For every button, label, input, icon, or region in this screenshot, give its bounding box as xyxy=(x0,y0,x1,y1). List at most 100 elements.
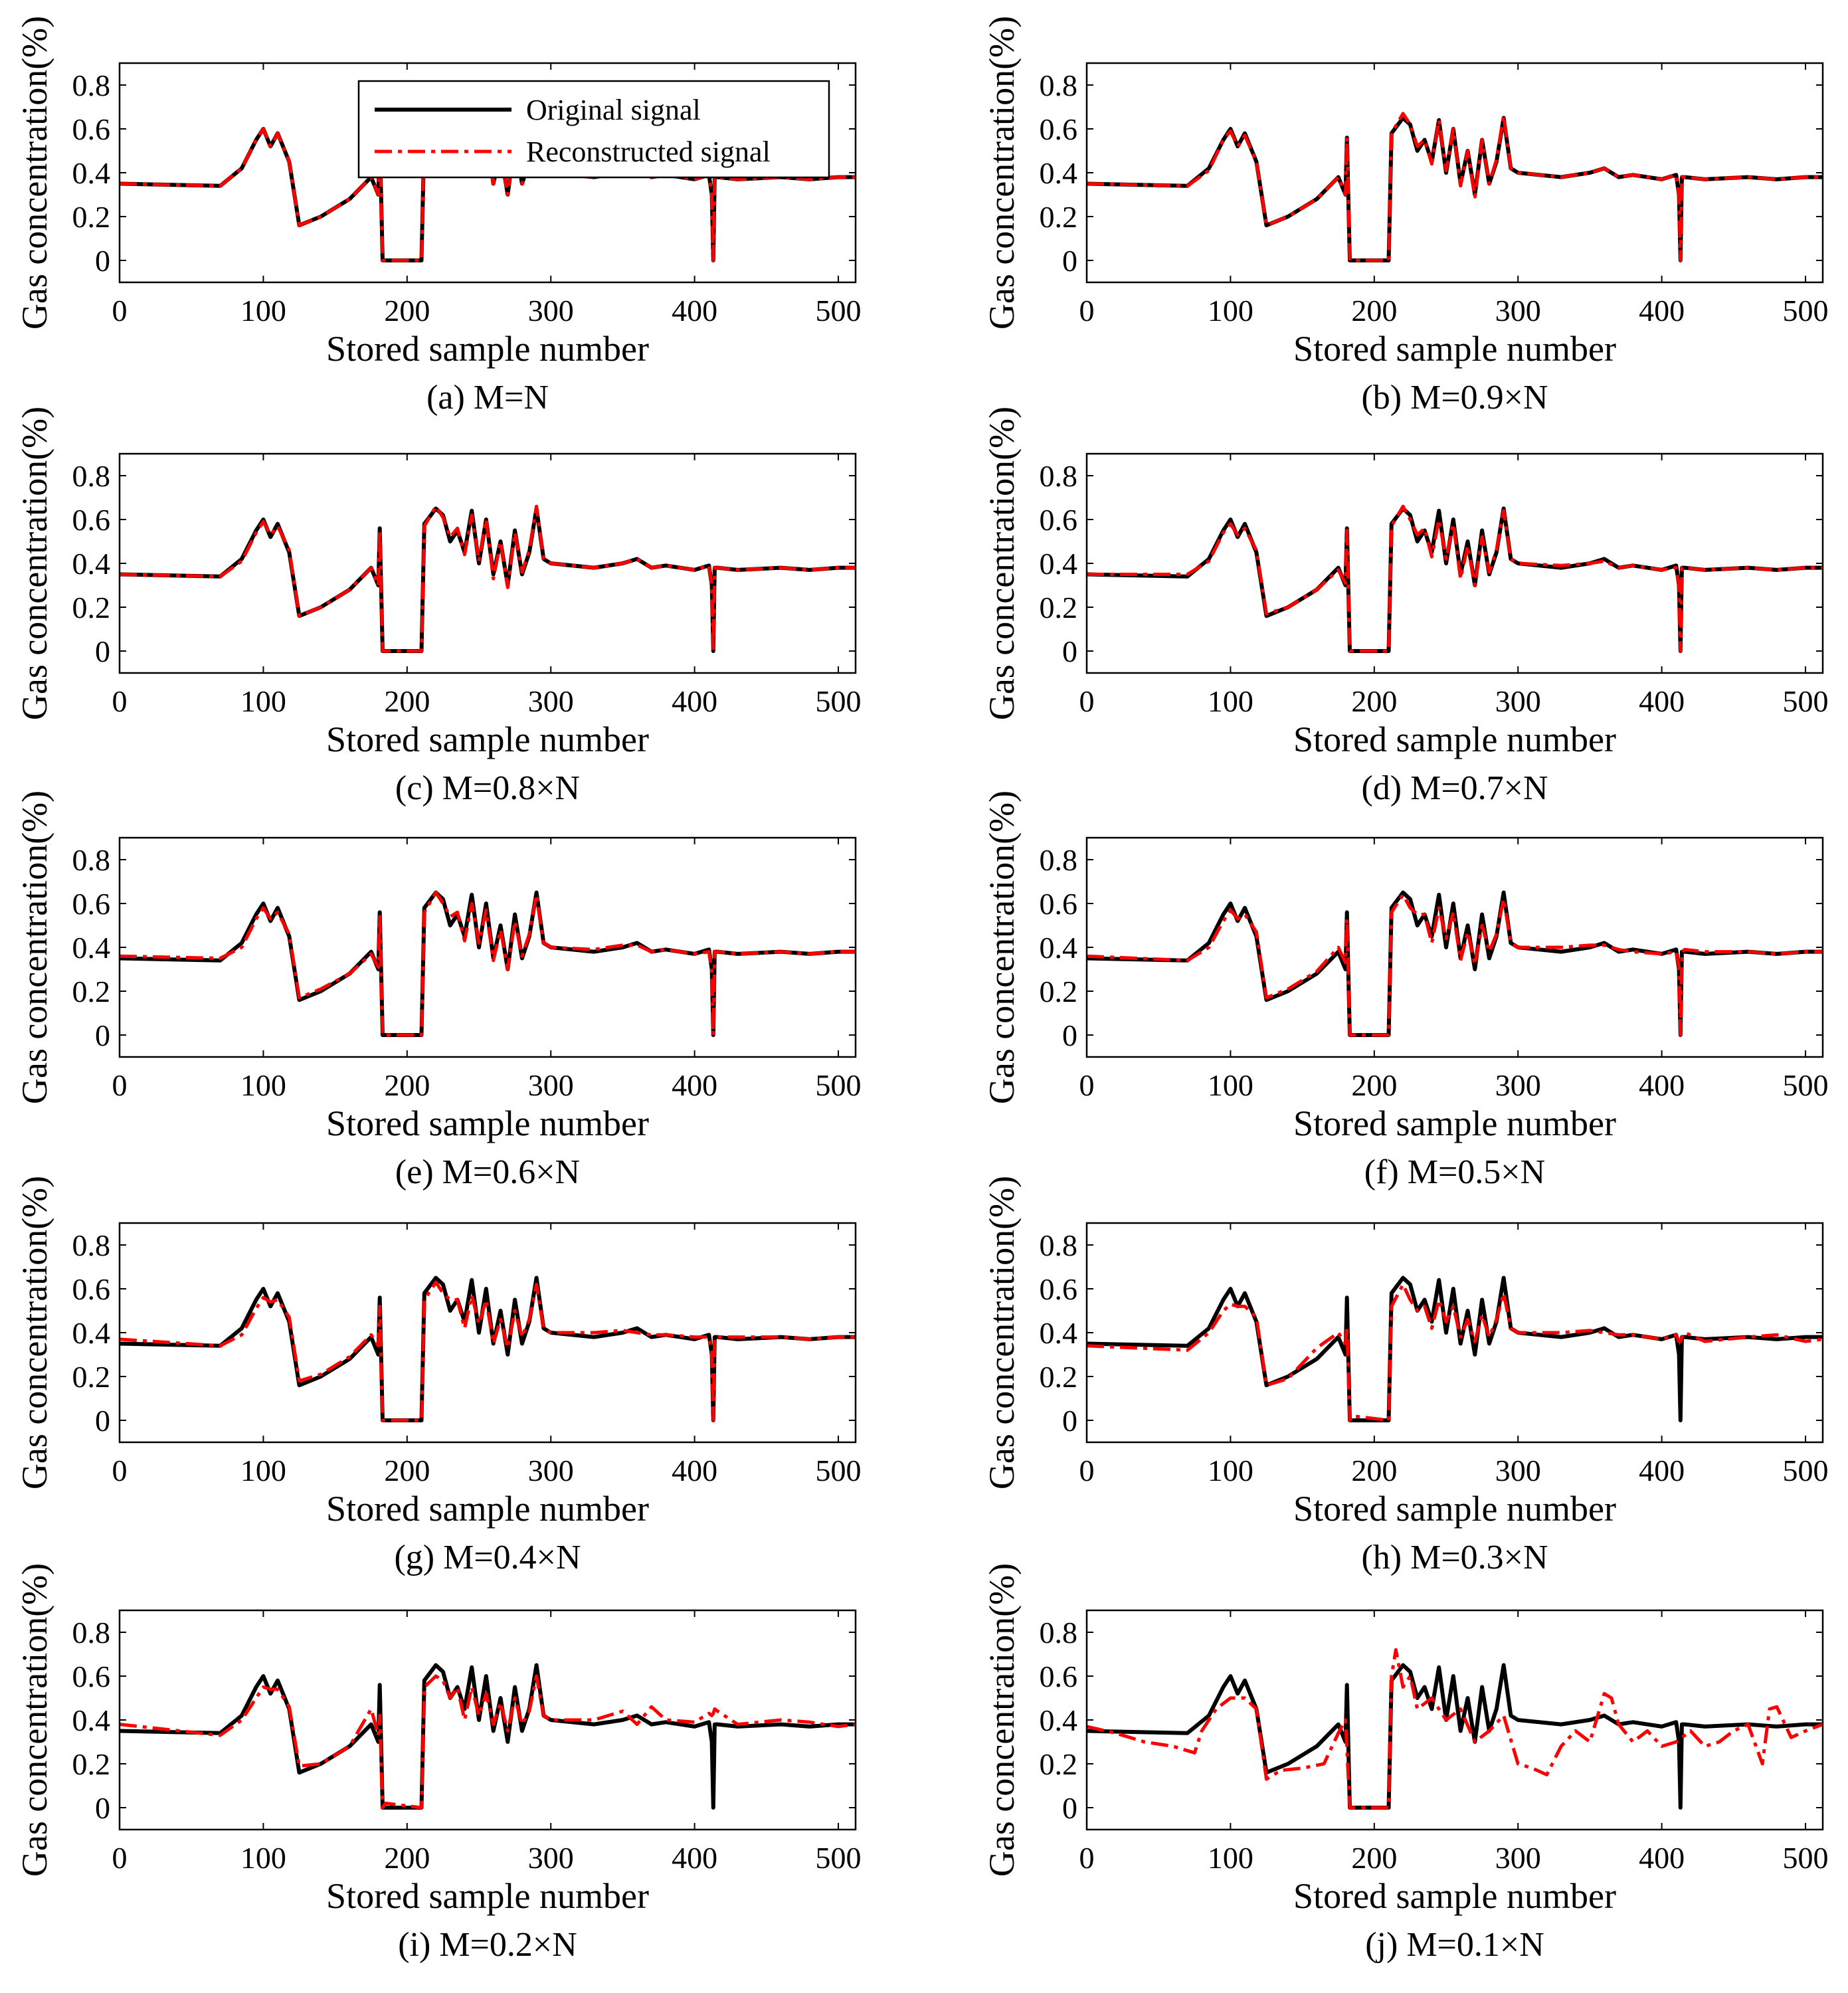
y-tick-label: 0.6 xyxy=(1040,503,1078,537)
original-signal-line xyxy=(120,890,856,1037)
panel-caption: (d) M=0.7×N xyxy=(1361,769,1548,807)
x-tick-label: 0 xyxy=(112,1068,128,1102)
x-tick-label: 400 xyxy=(1639,294,1685,328)
reconstructed-signal-line xyxy=(120,1674,856,1810)
legend: Original signal Reconstructed signal xyxy=(357,80,830,179)
x-tick-label: 200 xyxy=(1351,1454,1397,1487)
panel-caption: (e) M=0.6×N xyxy=(395,1153,580,1191)
x-tick-label: 100 xyxy=(240,294,286,328)
y-tick-label: 0.4 xyxy=(72,156,111,190)
y-tick-label: 0.6 xyxy=(72,1660,111,1693)
y-tick-label: 0 xyxy=(95,244,110,278)
x-tick-label: 100 xyxy=(1208,1454,1253,1487)
series-group xyxy=(1087,1648,1823,1810)
panel-caption: (h) M=0.3×N xyxy=(1361,1539,1548,1576)
x-axis-label: Stored sample number xyxy=(326,1876,649,1916)
panel: 0 100 200 300 400 500 0 0.2 0.4 0.6 0.8 Stored samp… xyxy=(15,1176,862,1576)
panel-caption: (a) M=N xyxy=(426,379,549,417)
original-signal-line xyxy=(120,1276,856,1422)
y-tick-label: 0.6 xyxy=(72,887,111,921)
axes-frame xyxy=(1085,1609,1824,1831)
axes-frame xyxy=(118,62,857,284)
y-tick-label: 0.6 xyxy=(1040,112,1078,146)
x-tick-label: 200 xyxy=(384,1454,430,1487)
reconstructed-signal-line xyxy=(120,504,856,653)
x-tick-label: 300 xyxy=(528,684,574,718)
axes-frame xyxy=(118,1222,857,1444)
x-tick-label: 400 xyxy=(1639,1068,1685,1102)
y-tick-label: 0.2 xyxy=(72,200,111,234)
y-tick-label: 0.8 xyxy=(72,68,111,102)
series-group xyxy=(1087,504,1823,653)
x-tick-label: 400 xyxy=(672,1841,717,1875)
y-tick-label: 0.4 xyxy=(72,931,111,965)
x-tick-label: 200 xyxy=(1351,294,1397,328)
x-tick-label: 500 xyxy=(1783,684,1829,718)
y-tick-label: 0.6 xyxy=(1040,1272,1078,1306)
original-signal-line xyxy=(1087,1276,1823,1422)
y-tick-label: 0 xyxy=(1062,1791,1077,1825)
y-tick-label: 0 xyxy=(95,1791,110,1825)
panel: 0 100 200 300 400 500 0 0.2 0.4 0.6 0.8 Stored samp… xyxy=(15,407,862,807)
y-tick-label: 0.8 xyxy=(1040,1616,1078,1650)
y-tick-label: 0.2 xyxy=(1040,200,1078,234)
y-tick-label: 0.2 xyxy=(1040,591,1078,624)
y-tick-label: 0.8 xyxy=(1040,843,1078,877)
legend-reconstructed-label: Reconstructed signal xyxy=(526,136,771,168)
x-tick-label: 400 xyxy=(672,294,717,328)
series-group xyxy=(120,890,856,1037)
panels: 0 100 200 300 400 500 0 0.2 0.4 0.6 0.8 Stored samp… xyxy=(15,16,1829,1964)
reconstructed-signal-line xyxy=(1087,504,1823,653)
panel: 0 100 200 300 400 500 0 0.2 0.4 0.6 0.8 Stored samp… xyxy=(15,16,862,417)
series-group xyxy=(120,1663,856,1810)
x-tick-label: 100 xyxy=(240,1068,286,1102)
x-tick-label: 0 xyxy=(112,684,128,718)
x-tick-label: 0 xyxy=(1079,1841,1095,1875)
y-tick-label: 0 xyxy=(95,634,110,668)
x-tick-label: 400 xyxy=(672,1454,717,1487)
y-tick-label: 0.4 xyxy=(72,547,111,581)
x-tick-label: 500 xyxy=(816,1841,862,1875)
x-tick-label: 300 xyxy=(528,1068,574,1102)
y-tick-label: 0.8 xyxy=(1040,68,1078,102)
x-tick-label: 100 xyxy=(1208,1841,1253,1875)
x-tick-label: 300 xyxy=(1495,1454,1541,1487)
panel-caption: (g) M=0.4×N xyxy=(394,1539,581,1576)
reconstructed-signal-line xyxy=(120,1280,856,1422)
original-signal-line xyxy=(1087,890,1823,1037)
x-tick-label: 200 xyxy=(384,1068,430,1102)
y-tick-label: 0.2 xyxy=(1040,975,1078,1008)
x-tick-label: 300 xyxy=(1495,684,1541,718)
y-tick-label: 0.4 xyxy=(1040,1703,1078,1737)
y-tick-label: 0 xyxy=(95,1018,110,1052)
x-tick-label: 500 xyxy=(1783,294,1829,328)
y-tick-label: 0 xyxy=(1062,634,1077,668)
axes-frame xyxy=(1085,452,1824,674)
panel-caption: (c) M=0.8×N xyxy=(395,769,580,807)
y-tick-label: 0.2 xyxy=(72,591,111,624)
panel-caption: (b) M=0.9×N xyxy=(1361,379,1548,417)
y-axis-label: Gas concentration(%) xyxy=(15,791,54,1104)
y-axis-label: Gas concentration(%) xyxy=(15,1176,54,1489)
y-tick-label: 0.4 xyxy=(1040,1316,1078,1350)
axes-frame xyxy=(1085,836,1824,1058)
x-tick-label: 300 xyxy=(1495,294,1541,328)
axes-frame xyxy=(118,1609,857,1831)
y-axis-label: Gas concentration(%) xyxy=(15,407,54,720)
y-tick-label: 0.2 xyxy=(1040,1360,1078,1394)
y-tick-label: 0 xyxy=(1062,1018,1077,1052)
panel: 0 100 200 300 400 500 0 0.2 0.4 0.6 0.8 Stored samp… xyxy=(15,1563,862,1964)
x-tick-label: 0 xyxy=(1079,294,1095,328)
y-tick-label: 0.6 xyxy=(72,112,111,146)
x-axis-label: Stored sample number xyxy=(1293,1876,1616,1916)
x-tick-label: 100 xyxy=(240,1454,286,1487)
y-axis-label: Gas concentration(%) xyxy=(982,1176,1022,1489)
panel-caption: (f) M=0.5×N xyxy=(1364,1153,1545,1191)
series-group xyxy=(120,504,856,653)
x-tick-label: 400 xyxy=(1639,684,1685,718)
y-tick-label: 0.8 xyxy=(72,1228,111,1262)
y-tick-label: 0.8 xyxy=(1040,459,1078,493)
x-tick-label: 500 xyxy=(816,1068,862,1102)
x-tick-label: 0 xyxy=(1079,684,1095,718)
